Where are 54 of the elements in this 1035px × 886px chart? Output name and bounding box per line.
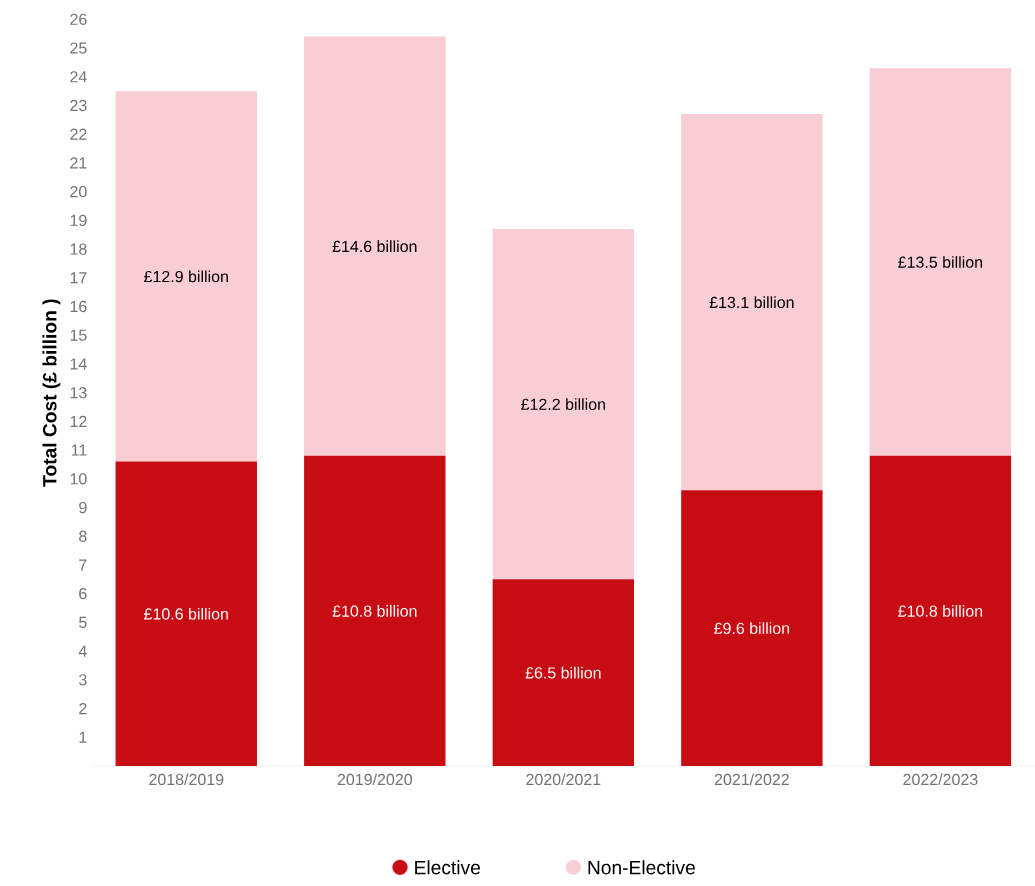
y-tick-label: 7	[79, 559, 87, 571]
y-tick-label: 3	[79, 674, 87, 686]
bar	[869, 455, 1012, 766]
y-tick-label: 24	[70, 71, 87, 83]
bar	[869, 68, 1012, 456]
y-tick-label: 25	[70, 42, 87, 54]
data-label: £6.5 billion	[525, 666, 601, 679]
bar	[115, 461, 257, 766]
x-tick-label: 2018/2019	[149, 773, 224, 786]
y-tick-label: 23	[70, 99, 87, 112]
y-tick-label: 26	[70, 13, 87, 25]
y-tick-label: 17	[70, 272, 87, 284]
y-tick-label: 12	[70, 415, 87, 427]
bar	[304, 455, 446, 766]
data-label: £12.9 billion	[144, 270, 228, 283]
data-label: £10.8 billion	[332, 605, 417, 617]
y-tick-label: 11	[71, 444, 87, 456]
y-tick-label: 14	[70, 358, 87, 370]
y-tick-label: 15	[70, 329, 87, 341]
y-tick-label: 2	[79, 702, 87, 715]
bar	[681, 114, 823, 491]
y-tick-label: 21	[70, 157, 87, 169]
x-tick-label: 2020/2021	[526, 773, 601, 786]
bar	[492, 579, 635, 766]
y-tick-label: 6	[79, 588, 87, 600]
y-tick-label: 4	[78, 645, 87, 657]
y-tick-label: 22	[70, 128, 87, 140]
y-tick-label: 1	[79, 731, 87, 743]
y-tick-label: 19	[70, 214, 87, 227]
data-label: £10.8 billion	[898, 605, 983, 617]
y-tick-label: 18	[70, 243, 87, 255]
bar	[115, 91, 257, 462]
bar	[681, 490, 823, 766]
data-label: £13.1 billion	[709, 296, 794, 309]
data-label: £9.6 billion	[714, 622, 790, 635]
data-label: £13.5 billion	[898, 256, 983, 268]
y-tick-label: 8	[79, 530, 87, 542]
legend-label: Non-Elective	[588, 860, 695, 875]
y-tick-label: 9	[79, 501, 87, 514]
data-label: £12.2 billion	[521, 398, 605, 411]
y-tick-label: 5	[79, 616, 87, 628]
legend-label: Elective	[415, 860, 480, 875]
y-tick-label: 13	[70, 387, 87, 399]
bar	[304, 36, 446, 456]
data-label: £10.6 billion	[144, 607, 228, 620]
x-tick-label: 2019/2020	[337, 773, 412, 786]
data-label: £14.6 billion	[332, 240, 417, 253]
x-tick-label: 2021/2022	[714, 773, 789, 786]
y-tick-label: 20	[70, 185, 87, 198]
y-tick-label: 10	[70, 473, 87, 485]
y-axis-title: Total Cost (£ billion )	[42, 299, 61, 487]
bar	[492, 228, 635, 580]
x-tick-label: 2022/2023	[903, 773, 978, 786]
y-tick-label: 16	[70, 300, 87, 313]
